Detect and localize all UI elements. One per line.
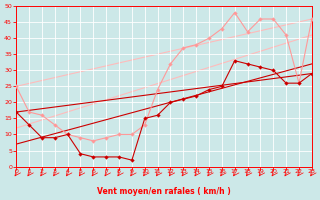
X-axis label: Vent moyen/en rafales ( km/h ): Vent moyen/en rafales ( km/h ) [97,187,231,196]
